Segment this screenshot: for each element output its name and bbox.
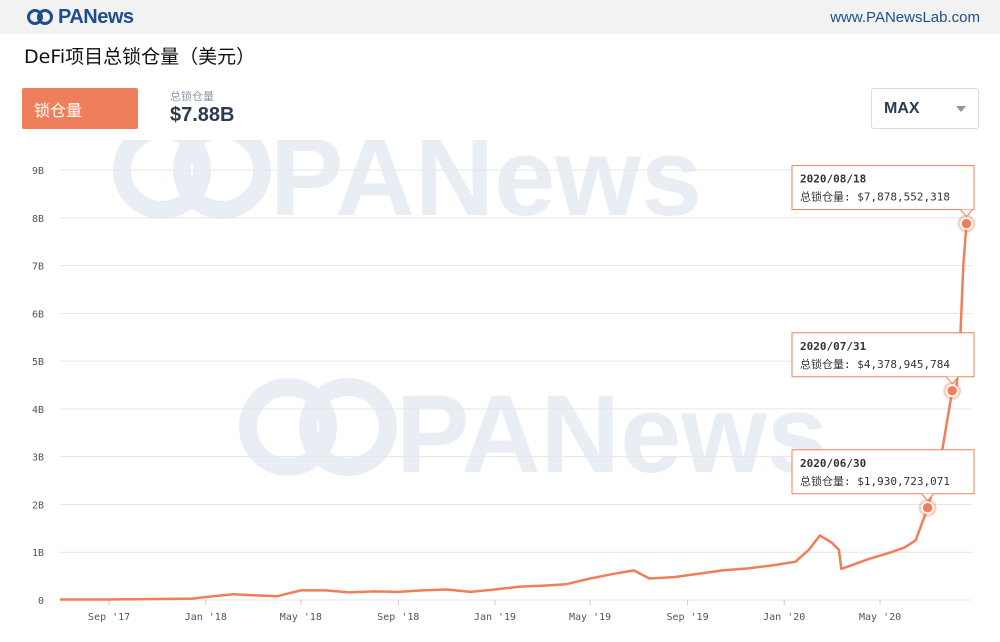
tooltip-pointer (945, 376, 959, 385)
tooltip-box (791, 449, 975, 495)
tvl-series-line (60, 223, 968, 601)
data-point[interactable] (945, 384, 959, 398)
panews-logo-icon (27, 9, 53, 25)
data-point[interactable] (960, 217, 973, 230)
y-tick-label: 3B (32, 453, 44, 464)
x-tick-label: Jan '20 (763, 612, 805, 623)
tooltip-box (791, 332, 975, 378)
tooltip-value: 总锁仓量: $4,378,945,784 (800, 357, 950, 371)
x-tick-label: May '20 (859, 612, 901, 623)
y-tick-label: 1B (32, 548, 44, 559)
tooltip-box (791, 165, 975, 211)
watermark-logo-icon (239, 378, 397, 476)
watermark-text: PANews (396, 373, 828, 496)
caret-down-icon (956, 105, 966, 112)
chart-title: DeFi项目总锁仓量（美元） (24, 46, 256, 68)
y-tick-label: 9B (32, 166, 44, 177)
tooltip-date: 2020/07/31 (800, 340, 867, 353)
time-range-value: MAX (884, 99, 920, 117)
data-point[interactable] (921, 501, 934, 515)
tooltip-date: 2020/06/30 (800, 457, 866, 470)
y-tick-label: 0 (38, 596, 44, 607)
x-tick-label: Sep '18 (377, 612, 419, 623)
y-tick-label: 7B (32, 262, 44, 273)
top-bar: PANews www.PANewsLab.com (0, 0, 1000, 34)
x-tick-label: May '18 (280, 612, 322, 623)
tooltip-pointer (960, 209, 973, 218)
brand-name: PANews (58, 5, 134, 28)
tvl-chart: PANews PANews 0 1B 2B 3B 4B 5B 6B 7B 8B 9B Sep '1… (32, 140, 976, 623)
y-tick-label: 6B (32, 309, 44, 320)
tooltip-pointer (921, 493, 935, 502)
watermark-logo-icon (113, 140, 271, 219)
y-tick-label: 4B (32, 405, 44, 416)
y-tick-label: 2B (32, 500, 44, 511)
y-tick-label: 5B (32, 357, 44, 368)
watermark: PANews PANews (113, 140, 828, 496)
total-locked-value: $7.88B (170, 104, 235, 126)
x-tick-label: Sep '19 (666, 612, 708, 623)
x-tick-label: Sep '17 (88, 612, 130, 623)
tooltip-value: 总锁仓量: $1,930,723,071 (800, 474, 950, 488)
x-tick-label: Jan '18 (185, 612, 227, 623)
y-tick-label: 8B (32, 214, 44, 225)
x-tick-label: May '19 (569, 612, 611, 623)
tooltip-value: 总锁仓量: $7,878,552,318 (800, 190, 950, 204)
tooltip-annotation: 2020/07/31 总锁仓量: $4,378,945,784 (791, 332, 975, 400)
tooltip-date: 2020/08/18 (800, 173, 866, 186)
total-locked-label: 总锁仓量 (170, 90, 214, 103)
time-range-select[interactable]: MAX (871, 88, 979, 129)
tvl-tab[interactable]: 锁仓量 (22, 88, 138, 129)
watermark-text: PANews (270, 140, 702, 239)
x-tick-label: Jan '19 (474, 612, 516, 623)
brand-logo[interactable]: PANews (26, 6, 134, 29)
site-url[interactable]: www.PANewsLab.com (830, 8, 980, 26)
tooltip-annotation: 2020/08/18 总锁仓量: $7,878,552,318 (791, 165, 976, 233)
tooltip-annotation: 2020/06/30 总锁仓量: $1,930,723,071 (791, 449, 975, 517)
